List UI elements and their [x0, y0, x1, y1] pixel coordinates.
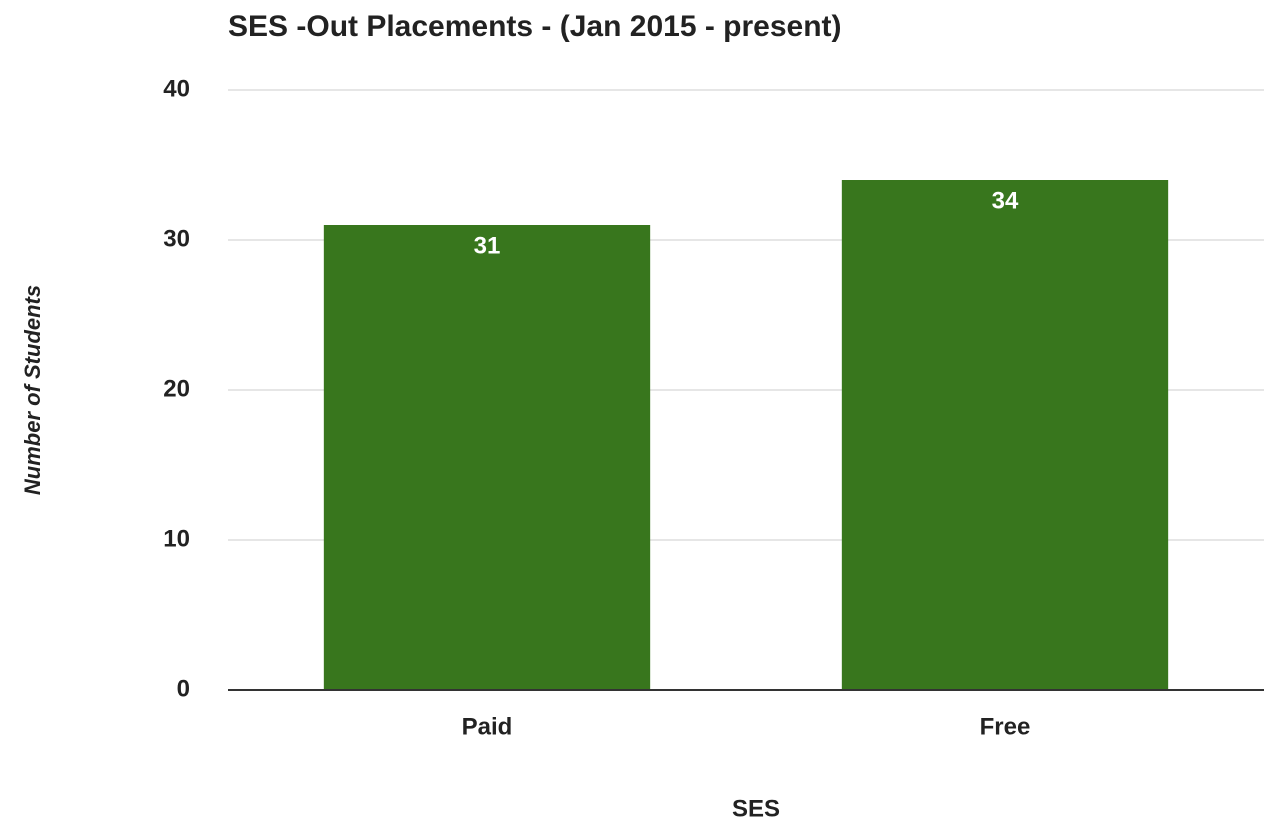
x-axis-label: SES — [732, 795, 780, 822]
y-tick-label: 40 — [163, 75, 190, 102]
y-tick-label: 30 — [163, 225, 190, 252]
data-label: 31 — [474, 232, 501, 259]
x-tick-label: Free — [980, 713, 1031, 740]
y-tick-label: 20 — [163, 375, 190, 402]
bar — [841, 180, 1169, 690]
y-tick-label: 10 — [163, 525, 190, 552]
y-axis-label: Number of Students — [20, 285, 45, 495]
x-tick-label: Paid — [462, 713, 513, 740]
y-tick-label: 0 — [177, 675, 190, 702]
bar — [323, 225, 651, 690]
chart-title: SES -Out Placements - (Jan 2015 - presen… — [228, 10, 842, 43]
data-label: 34 — [992, 187, 1019, 214]
